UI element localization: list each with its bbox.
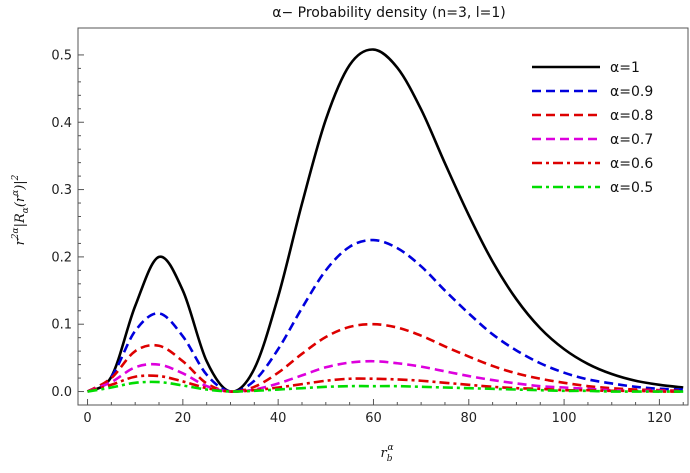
x-tick-label: 60	[365, 411, 382, 426]
x-tick-label: 20	[175, 411, 192, 426]
x-tick-label: 120	[647, 411, 672, 426]
series-layer	[86, 48, 684, 393]
x-tick-label: 80	[461, 411, 478, 426]
series-line-4	[87, 359, 684, 393]
y-tick-label: 0.2	[51, 250, 72, 265]
legend-label: α=0.9	[610, 84, 653, 100]
y-tick-label: 0.4	[51, 116, 72, 131]
y-tick-label: 0.3	[51, 183, 72, 198]
x-tick-label: 40	[270, 411, 287, 426]
y-tick-label: 0.1	[51, 318, 72, 333]
x-tick-label: 100	[552, 411, 577, 426]
plot-frame	[77, 27, 689, 406]
x-axis-label: rbα	[380, 443, 393, 464]
y-axis-label: r2α|Rα(rα)|2	[11, 174, 31, 245]
x-tick-label: 0	[83, 411, 91, 426]
x-axis: 0 20 40 60 80 100 120	[83, 399, 684, 426]
chart-title: α− Probability density (n=3, l=1)	[272, 5, 506, 21]
series-line-1	[86, 48, 684, 393]
legend-label: α=0.6	[610, 156, 653, 172]
legend-label: α=0.8	[610, 108, 653, 124]
legend: α=1 α=0.9 α=0.8 α=0.7 α=0.6 α=0.5	[532, 60, 653, 196]
series-line-3	[86, 322, 684, 393]
series-line-5	[87, 374, 684, 393]
series-line-2	[86, 238, 684, 393]
legend-label: α=1	[610, 60, 640, 76]
legend-label: α=0.7	[610, 132, 653, 148]
y-axis: 0.0 0.1 0.2 0.3 0.4 0.5	[51, 48, 84, 400]
y-tick-label: 0.5	[51, 48, 72, 63]
y-tick-label: 0.0	[51, 385, 72, 400]
series-line-6	[87, 380, 684, 393]
legend-label: α=0.5	[610, 180, 653, 196]
